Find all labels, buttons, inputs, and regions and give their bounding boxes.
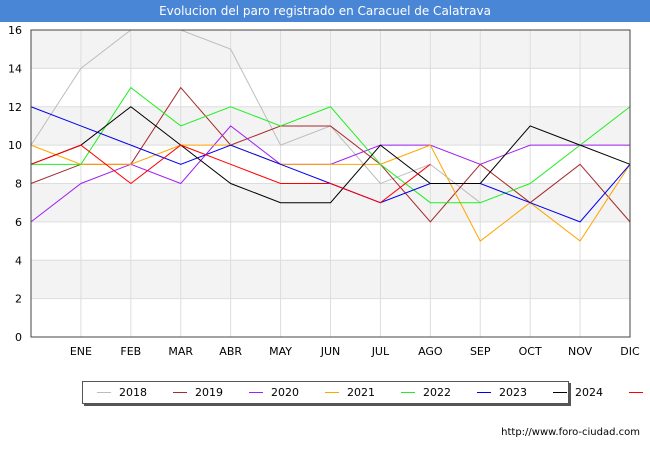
y-tick-label: 2 <box>15 293 22 306</box>
legend-swatch <box>401 392 415 393</box>
y-tick-label: 6 <box>15 216 22 229</box>
series-line-2024 <box>30 106 631 204</box>
legend-item-2020: 2020 <box>249 386 299 399</box>
legend-swatch <box>249 392 263 393</box>
legend-swatch <box>477 392 491 393</box>
line-chart: 0 2 4 6 8 10 12 14 16 ENE FEB MAR ABR MAY JUN JUL AGO SE… <box>8 24 640 358</box>
x-tick-label: SEP <box>470 345 491 358</box>
legend-swatch <box>629 392 643 393</box>
legend: 20182019202020212022202320242025 <box>82 381 643 404</box>
x-tick-label: ABR <box>219 345 242 358</box>
legend-swatch <box>553 392 567 393</box>
x-tick-label: JUN <box>320 345 341 358</box>
footer-url: http://www.foro-ciudad.com <box>501 427 640 438</box>
y-tick-label: 10 <box>8 139 22 152</box>
x-tick-label: MAY <box>269 345 292 358</box>
legend-label: 2021 <box>347 386 375 399</box>
legend-swatch <box>325 392 339 393</box>
x-tick-label: NOV <box>568 345 593 358</box>
legend-item-2023: 2023 <box>477 386 527 399</box>
legend-label: 2019 <box>195 386 223 399</box>
legend-swatch <box>97 392 111 393</box>
y-tick-label: 4 <box>15 254 22 267</box>
legend-item-2018: 2018 <box>97 386 147 399</box>
legend-item-2024: 2024 <box>553 386 603 399</box>
x-tick-label: OCT <box>519 345 542 358</box>
x-tick-label: MAR <box>168 345 193 358</box>
legend-label: 2020 <box>271 386 299 399</box>
y-tick-label: 14 <box>8 62 22 75</box>
y-tick-label: 0 <box>15 331 22 344</box>
y-tick-label: 8 <box>15 178 22 191</box>
y-axis-ticks: 0 2 4 6 8 10 12 14 16 <box>8 24 22 344</box>
y-tick-label: 16 <box>8 24 22 37</box>
legend-item-2022: 2022 <box>401 386 451 399</box>
legend-item-2021: 2021 <box>325 386 375 399</box>
series-line-2018 <box>30 29 481 204</box>
plot-frame <box>30 29 631 338</box>
legend-item-2025: 2025 <box>629 386 650 399</box>
legend-label: 2022 <box>423 386 451 399</box>
legend-label: 2024 <box>575 386 603 399</box>
x-tick-label: AGO <box>418 345 443 358</box>
legend-label: 2023 <box>499 386 527 399</box>
x-tick-label: DIC <box>620 345 640 358</box>
chart-title: Evolucion del paro registrado en Caracue… <box>0 0 650 22</box>
series-line-2022 <box>31 86 631 204</box>
x-tick-label: FEB <box>120 345 141 358</box>
y-tick-label: 12 <box>8 101 22 114</box>
x-tick-label: JUL <box>371 345 390 358</box>
series-line-2025 <box>30 144 431 204</box>
x-axis-ticks: ENE FEB MAR ABR MAY JUN JUL AGO SEP OCT NOV DIC <box>70 345 640 358</box>
legend-label: 2018 <box>119 386 147 399</box>
legend-swatch <box>173 392 187 393</box>
x-tick-label: ENE <box>70 345 92 358</box>
series-lines <box>30 29 631 242</box>
legend-item-2019: 2019 <box>173 386 223 399</box>
